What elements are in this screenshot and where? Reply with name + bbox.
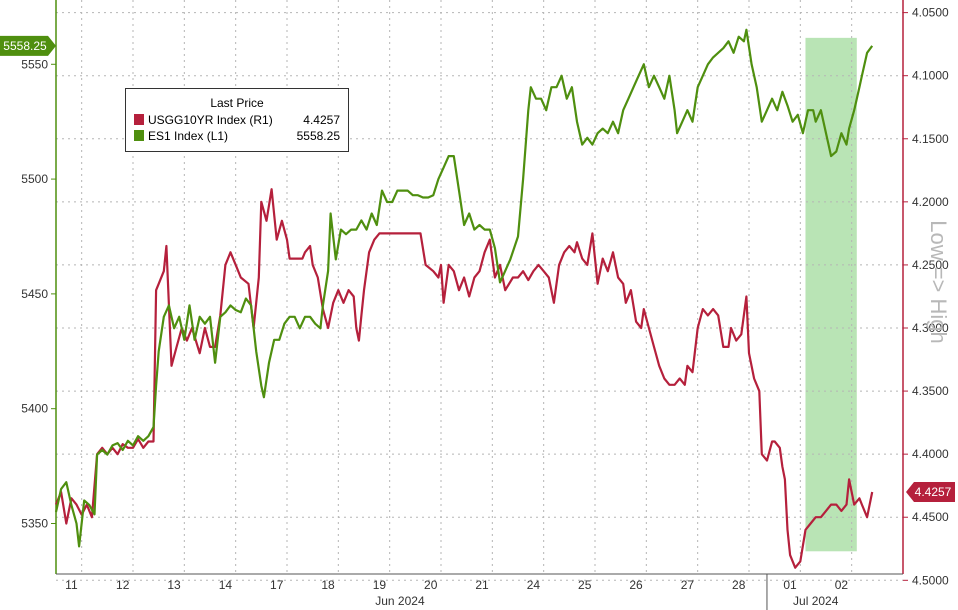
legend-title: Last Price (210, 96, 264, 110)
left-tick-label: 5500 (21, 172, 48, 186)
legend-label-es1: ES1 Index (L1) (148, 129, 229, 143)
right-tick-label: 4.0500 (912, 6, 949, 20)
right-tick-label: 4.4500 (912, 510, 949, 524)
x-tick-label: 17 (270, 578, 284, 592)
right-axis-note: Low => High (926, 220, 951, 344)
legend-item-us10y: USGG10YR Index (R1) 4.4257 (134, 113, 340, 129)
right-tick-label: 4.3500 (912, 384, 949, 398)
tag-shape-es1 (0, 35, 56, 56)
left-tick-label: 5450 (21, 287, 48, 301)
x-tick-label: 27 (681, 578, 695, 592)
x-tick-label: 21 (475, 578, 489, 592)
x-tick-label: 13 (167, 578, 181, 592)
x-tick-label: 26 (629, 578, 643, 592)
legend-value-es1: 5558.25 (296, 129, 340, 143)
legend: Last Price USGG10YR Index (R1) 4.4257 ES… (125, 88, 349, 152)
x-tick-label: 02 (835, 578, 849, 592)
left-tick-label: 5400 (21, 402, 48, 416)
x-tick-label: 20 (424, 578, 438, 592)
series-line-us10y (54, 188, 874, 569)
x-group-label: Jul 2024 (793, 594, 839, 608)
left-tick-label: 5350 (21, 516, 48, 530)
series-line-es1 (54, 28, 874, 548)
right-tick-label: 4.4000 (912, 447, 949, 461)
tag-text-us10y: 4.4257 (915, 485, 952, 499)
last-value-tag-es1: 5558.25 (0, 35, 56, 56)
right-tick-label: 4.3000 (912, 321, 949, 335)
x-group-label: Jun 2024 (375, 594, 425, 608)
legend-item-es1: ES1 Index (L1) 5558.25 (134, 129, 340, 145)
left-tick-label: 5550 (21, 57, 48, 71)
legend-label-us10y: USGG10YR Index (R1) (148, 113, 273, 127)
legend-swatch-us10y (134, 114, 144, 125)
right-tick-label: 4.5000 (912, 573, 949, 587)
right-tick-label: 4.2000 (912, 195, 949, 209)
highlight-region (805, 37, 857, 552)
last-value-tag-us10y: 4.4257 (906, 482, 955, 502)
right-tick-label: 4.2500 (912, 258, 949, 272)
tag-text-es1: 5558.25 (3, 39, 47, 53)
right-tick-label: 4.1000 (912, 69, 949, 83)
x-tick-label: 14 (219, 578, 233, 592)
x-tick-label: 01 (783, 578, 797, 592)
right-tick-label: 4.1500 (912, 132, 949, 146)
x-tick-label: 25 (578, 578, 592, 592)
x-tick-label: 11 (65, 578, 78, 592)
legend-swatch-es1 (134, 130, 144, 141)
x-tick-label: 18 (321, 578, 335, 592)
x-tick-label: 19 (373, 578, 387, 592)
x-tick-label: 12 (116, 578, 130, 592)
legend-value-us10y: 4.4257 (303, 113, 340, 127)
tag-shape-us10y (906, 482, 955, 502)
x-tick-label: 24 (527, 578, 541, 592)
x-tick-label: 28 (732, 578, 746, 592)
